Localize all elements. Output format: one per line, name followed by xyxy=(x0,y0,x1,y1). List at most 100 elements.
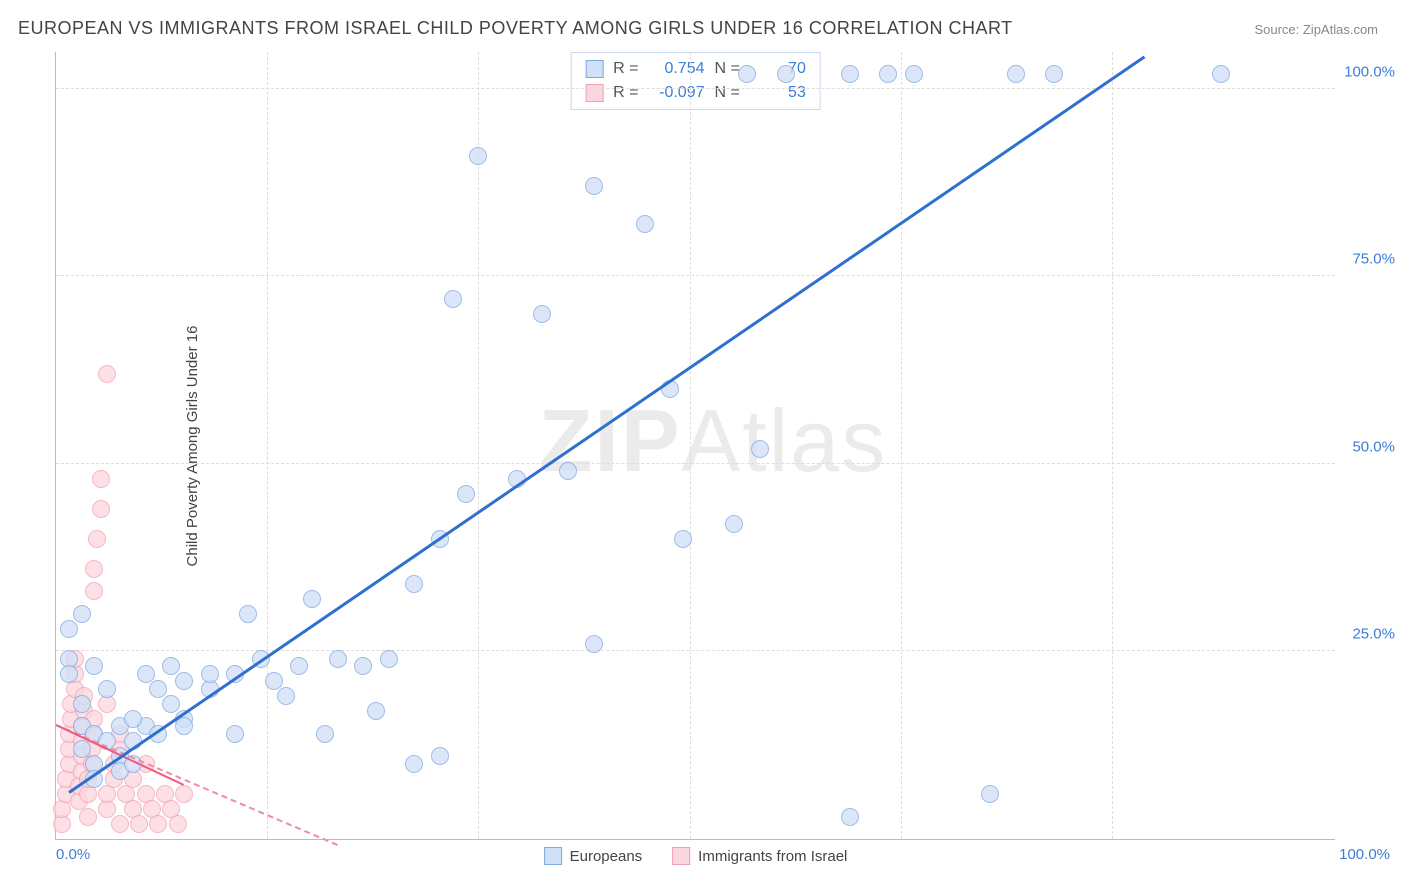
gridline-horizontal xyxy=(56,650,1335,651)
y-tick-label: 50.0% xyxy=(1340,438,1395,455)
blue-marker xyxy=(226,725,244,743)
pink-marker xyxy=(111,815,129,833)
series-legend: Europeans Immigrants from Israel xyxy=(544,847,848,865)
blue-marker xyxy=(738,65,756,83)
legend-swatch xyxy=(544,847,562,865)
blue-marker xyxy=(585,177,603,195)
pink-marker xyxy=(169,815,187,833)
blue-marker xyxy=(60,665,78,683)
blue-marker xyxy=(841,808,859,826)
blue-marker xyxy=(1045,65,1063,83)
x-tick-label: 100.0% xyxy=(1339,846,1390,863)
y-tick-label: 75.0% xyxy=(1340,251,1395,268)
stats-r-label: R = xyxy=(613,57,638,81)
blue-marker xyxy=(777,65,795,83)
gridline-horizontal xyxy=(56,275,1335,276)
blue-marker xyxy=(137,665,155,683)
y-tick-label: 25.0% xyxy=(1340,626,1395,643)
stats-n-label: N = xyxy=(715,57,740,81)
pink-marker xyxy=(92,500,110,518)
pink-marker xyxy=(149,815,167,833)
stats-n-value: 53 xyxy=(750,81,806,105)
blue-marker xyxy=(73,740,91,758)
legend-label: Immigrants from Israel xyxy=(698,848,847,865)
stats-n-label: N = xyxy=(715,81,740,105)
blue-marker xyxy=(175,717,193,735)
pink-marker xyxy=(98,365,116,383)
blue-marker xyxy=(559,462,577,480)
blue-marker xyxy=(85,657,103,675)
pink-marker xyxy=(85,582,103,600)
stats-row: R = -0.097 N = 53 xyxy=(585,81,806,105)
blue-marker xyxy=(674,530,692,548)
gridline-vertical xyxy=(690,52,691,839)
blue-marker xyxy=(1212,65,1230,83)
blue-marker xyxy=(175,672,193,690)
y-tick-label: 100.0% xyxy=(1340,63,1395,80)
blue-marker xyxy=(162,695,180,713)
watermark: ZIPAtlas xyxy=(539,389,888,491)
legend-item-blue: Europeans xyxy=(544,847,643,865)
blue-marker xyxy=(469,147,487,165)
stats-r-label: R = xyxy=(613,81,638,105)
blue-marker xyxy=(585,635,603,653)
blue-marker xyxy=(905,65,923,83)
gridline-horizontal xyxy=(56,88,1335,89)
blue-marker xyxy=(367,702,385,720)
source-attribution: Source: ZipAtlas.com xyxy=(1254,22,1378,37)
blue-marker xyxy=(201,665,219,683)
blue-marker xyxy=(751,440,769,458)
pink-marker xyxy=(88,530,106,548)
blue-marker xyxy=(316,725,334,743)
watermark-rest: Atlas xyxy=(682,390,888,489)
gridline-horizontal xyxy=(56,463,1335,464)
stats-swatch xyxy=(585,60,603,78)
blue-marker xyxy=(239,605,257,623)
blue-trendline xyxy=(68,56,1145,794)
blue-marker xyxy=(725,515,743,533)
blue-marker xyxy=(841,65,859,83)
pink-marker xyxy=(85,560,103,578)
chart-title: EUROPEAN VS IMMIGRANTS FROM ISRAEL CHILD… xyxy=(18,18,1013,39)
legend-swatch xyxy=(672,847,690,865)
stats-row: R =0.754N =70 xyxy=(585,57,806,81)
stats-r-value: -0.097 xyxy=(649,81,705,105)
blue-marker xyxy=(73,605,91,623)
pink-marker xyxy=(92,470,110,488)
blue-marker xyxy=(303,590,321,608)
pink-marker xyxy=(53,800,71,818)
blue-marker xyxy=(149,680,167,698)
blue-marker xyxy=(405,575,423,593)
blue-marker xyxy=(290,657,308,675)
blue-marker xyxy=(354,657,372,675)
gridline-vertical xyxy=(1112,52,1113,839)
blue-marker xyxy=(879,65,897,83)
blue-marker xyxy=(405,755,423,773)
plot-area: Child Poverty Among Girls Under 16 ZIPAt… xyxy=(55,52,1335,840)
x-tick-label: 0.0% xyxy=(56,846,90,863)
blue-marker xyxy=(60,620,78,638)
stats-r-value: 0.754 xyxy=(649,57,705,81)
blue-marker xyxy=(73,695,91,713)
legend-item-pink: Immigrants from Israel xyxy=(672,847,847,865)
blue-marker xyxy=(533,305,551,323)
blue-marker xyxy=(431,747,449,765)
blue-marker xyxy=(981,785,999,803)
gridline-vertical xyxy=(267,52,268,839)
blue-marker xyxy=(636,215,654,233)
gridline-vertical xyxy=(478,52,479,839)
blue-marker xyxy=(380,650,398,668)
legend-label: Europeans xyxy=(570,848,643,865)
blue-marker xyxy=(98,680,116,698)
blue-marker xyxy=(444,290,462,308)
blue-marker xyxy=(265,672,283,690)
y-axis-label: Child Poverty Among Girls Under 16 xyxy=(184,325,201,566)
blue-marker xyxy=(329,650,347,668)
blue-marker xyxy=(162,657,180,675)
pink-marker xyxy=(130,815,148,833)
blue-marker xyxy=(1007,65,1025,83)
blue-marker xyxy=(277,687,295,705)
pink-marker xyxy=(175,785,193,803)
blue-marker xyxy=(124,710,142,728)
pink-marker xyxy=(79,808,97,826)
